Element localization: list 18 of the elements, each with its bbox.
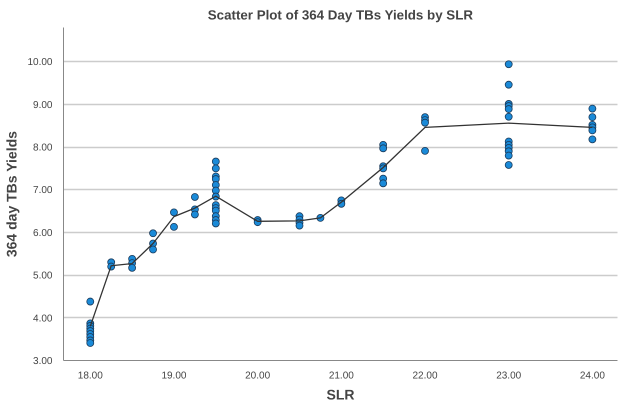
y-tick-label: 3.00	[33, 356, 53, 367]
x-tick-label: 24.00	[580, 370, 606, 382]
y-tick-label: 8.00	[33, 142, 53, 154]
y-tick-label: 10.00	[27, 57, 53, 68]
y-tick-label: 6.00	[33, 228, 53, 239]
y-axis-title: 364 day TBs Yields	[3, 130, 20, 258]
y-tick-label: 4.00	[33, 313, 53, 324]
y-tick-label: 7.00	[33, 185, 53, 196]
y-tick-label: 5.00	[33, 270, 53, 282]
x-tick-label: 20.00	[245, 370, 271, 382]
x-tick-label: 23.00	[496, 370, 522, 382]
chart-title: Scatter Plot of 364 Day TBs Yields by SLR	[208, 8, 474, 22]
x-tick-label: 21.00	[328, 370, 354, 382]
y-tick-label: 9.00	[33, 100, 53, 111]
x-tick-label: 22.00	[412, 370, 438, 382]
x-axis-title: SLR	[326, 386, 354, 402]
x-tick-label: 18.00	[78, 370, 104, 382]
x-tick-label: 19.00	[161, 370, 187, 382]
